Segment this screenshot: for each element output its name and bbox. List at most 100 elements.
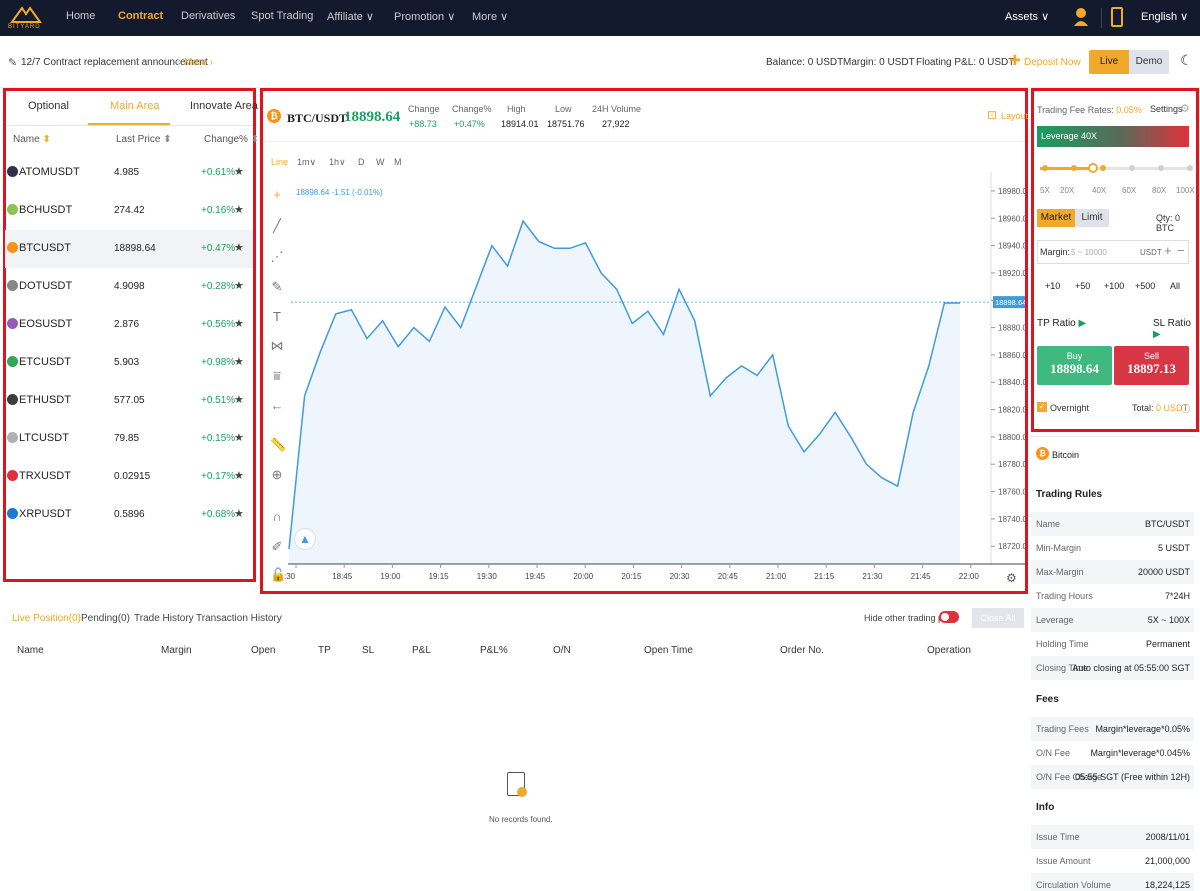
nav-spot-trading[interactable]: Spot Trading [251,10,314,22]
quick-plus-500[interactable]: +500 [1135,281,1156,291]
assets-menu[interactable]: Assets ∨ [1005,11,1050,23]
buy-button[interactable]: Buy 18898.64 [1037,346,1112,385]
ruler-tool-icon[interactable]: 📏 [270,437,287,452]
margin-increase-button[interactable]: + [1164,243,1172,258]
tab-live-position[interactable]: Live Position(0) [12,613,81,624]
star-icon[interactable]: ★ [234,318,244,330]
sl-ratio-toggle[interactable]: SL Ratio ▶ [1153,318,1191,340]
leverage-dot[interactable] [1042,165,1048,171]
leverage-dot[interactable] [1071,165,1077,171]
lock-draw-icon[interactable]: ✐ [271,539,283,554]
margin-decrease-button[interactable]: − [1177,243,1185,258]
interval-w[interactable]: W [376,157,385,167]
quick-plus-10[interactable]: +10 [1045,281,1061,291]
market-row[interactable]: ETCUSDT 5.903 +0.98% ★ [5,344,253,382]
leverage-mark[interactable]: 5X [1040,186,1050,195]
mobile-app-icon[interactable] [1111,7,1123,27]
fib-tool-icon[interactable]: ⋰ [270,249,284,264]
star-icon[interactable]: ★ [234,166,244,178]
market-row[interactable]: ATOMUSDT 4.985 +0.61% ★ [5,154,253,192]
settings-link[interactable]: Settings [1150,104,1183,114]
nav-derivatives[interactable]: Derivatives [181,10,236,22]
star-icon[interactable]: ★ [234,280,244,292]
interval-d[interactable]: D [358,157,365,167]
close-all-button[interactable]: Close All [972,608,1024,628]
nav-promotion[interactable]: Promotion ∨ [394,11,456,23]
leverage-mark[interactable]: 20X [1060,186,1075,195]
leverage-mark[interactable]: 80X [1152,186,1167,195]
tab-main-area[interactable]: Main Area [110,100,160,112]
tab-innovate-area[interactable]: Innovate Area [190,100,258,112]
quick-plus-50[interactable]: +50 [1075,281,1091,291]
market-order-tab[interactable]: Market [1037,209,1075,227]
quick-plus-100[interactable]: +100 [1104,281,1125,291]
star-icon[interactable]: ★ [234,204,244,216]
header-last-price[interactable]: Last Price ⬍ [116,134,172,145]
tradingview-logo-icon[interactable]: ▲ [294,528,316,550]
leverage-dot[interactable] [1158,165,1164,171]
star-icon[interactable]: ★ [234,508,244,520]
bityard-logo[interactable] [8,2,44,34]
nav-more[interactable]: More ∨ [472,11,509,23]
header-name[interactable]: Name ⬍ [13,134,51,145]
crosshair-tool-icon[interactable]: + [273,187,281,202]
user-icon[interactable] [1073,7,1089,27]
tp-ratio-toggle[interactable]: TP Ratio ▶ [1037,318,1087,329]
star-icon[interactable]: ★ [234,356,244,368]
market-row[interactable]: BTCUSDT 18898.64 +0.47% ★ [5,230,253,268]
overnight-checkbox[interactable]: ✓ [1037,402,1047,412]
market-row[interactable]: XRPUSDT 0.5896 +0.68% ★ [5,496,253,534]
leverage-slider-track[interactable] [1040,163,1188,173]
limit-order-tab[interactable]: Limit [1075,209,1109,227]
text-tool-icon[interactable]: T [273,309,281,324]
deposit-now-link[interactable]: Deposit Now [1024,57,1081,68]
magnet-icon[interactable]: ∩ [272,509,282,524]
dark-mode-moon-icon[interactable]: ☾ [1180,52,1193,68]
hide-pairs-toggle[interactable] [939,611,959,623]
interval-1h[interactable]: 1h∨ [329,157,346,167]
star-icon[interactable]: ★ [234,470,244,482]
nav-affiliate[interactable]: Affiliate ∨ [327,11,374,23]
layout-icon[interactable]: ⊡ [987,108,998,122]
layout-button[interactable]: Layout [1001,111,1029,121]
tab-trade-history[interactable]: Trade History [134,613,194,624]
language-select[interactable]: English ∨ [1141,11,1189,23]
pattern-tool-icon[interactable]: ⋈ [270,338,284,353]
leverage-mark[interactable]: 60X [1122,186,1137,195]
market-row[interactable]: EOSUSDT 2.876 +0.56% ★ [5,306,253,344]
trend-line-tool-icon[interactable]: ╱ [273,218,281,233]
brush-tool-icon[interactable]: ✎ [271,279,283,294]
leverage-mark[interactable]: 100X [1176,186,1195,195]
market-row[interactable]: ETHUSDT 577.05 +0.51% ★ [5,382,253,420]
market-row[interactable]: TRXUSDT 0.02915 +0.17% ★ [5,458,253,496]
margin-input-box[interactable] [1037,240,1189,264]
announcement-more-link[interactable]: More › [178,57,213,68]
live-toggle[interactable]: Live [1089,50,1129,74]
leverage-dot[interactable] [1129,165,1135,171]
leverage-dot[interactable] [1187,165,1193,171]
tab-transaction-history[interactable]: Transaction History [196,613,282,624]
back-arrow-icon[interactable]: ← [270,398,284,413]
quick-all[interactable]: All [1170,281,1181,291]
header-change[interactable]: Change% ⬍ [204,134,260,145]
market-row[interactable]: DOTUSDT 4.9098 +0.28% ★ [5,268,253,306]
nav-home[interactable]: Home [66,10,96,22]
interval-line[interactable]: Line [271,157,289,167]
leverage-mark[interactable]: 40X [1092,186,1107,195]
measure-tool-icon[interactable]: ⩸ [273,368,281,383]
market-row[interactable]: LTCUSDT 79.85 +0.15% ★ [5,420,253,458]
demo-toggle[interactable]: Demo [1129,50,1169,74]
chart-settings-gear-icon[interactable]: ⚙ [1006,571,1017,585]
price-line[interactable] [288,219,960,550]
total-info-icon[interactable]: ⓘ [1181,404,1191,414]
star-icon[interactable]: ★ [234,432,244,444]
nav-contract[interactable]: Contract [118,10,164,22]
margin-input-placeholder[interactable]: 5 ~ 10000 [1071,248,1107,257]
interval-1m[interactable]: 1m∨ [297,157,317,167]
star-icon[interactable]: ★ [234,242,244,254]
market-row[interactable]: BCHUSDT 274.42 +0.16% ★ [5,192,253,230]
price-chart[interactable]: 18720.00 18740.00 18760.00 18780.00 18800.00… [263,142,1025,592]
tab-pending[interactable]: Pending(0) [81,613,130,624]
sell-button[interactable]: Sell 18897.13 [1114,346,1189,385]
leverage-dot[interactable] [1100,165,1106,171]
